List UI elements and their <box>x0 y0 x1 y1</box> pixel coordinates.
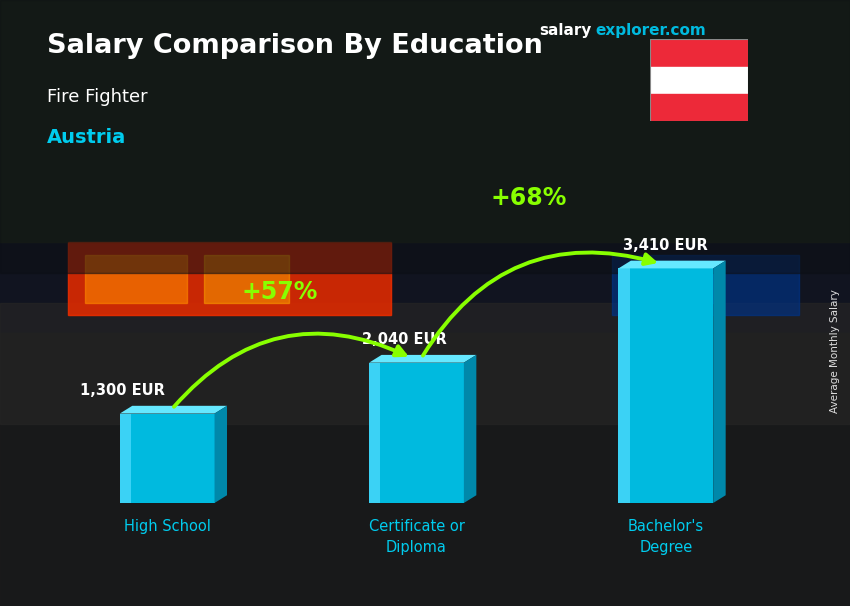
Bar <box>369 362 464 503</box>
Bar <box>0 0 850 273</box>
Text: explorer.com: explorer.com <box>595 23 706 38</box>
Bar <box>85 255 187 303</box>
Text: Fire Fighter: Fire Fighter <box>47 88 147 106</box>
Text: 1,300 EUR: 1,300 EUR <box>80 384 165 398</box>
Polygon shape <box>369 355 476 362</box>
Bar <box>120 413 214 503</box>
Text: 2,040 EUR: 2,040 EUR <box>361 333 446 347</box>
Bar <box>0 333 850 606</box>
Bar <box>650 67 748 94</box>
Bar <box>650 94 748 121</box>
Text: Average Monthly Salary: Average Monthly Salary <box>830 290 840 413</box>
Bar <box>369 362 381 503</box>
Text: Bachelor's
Degree: Bachelor's Degree <box>628 519 704 556</box>
Bar <box>120 413 131 503</box>
Bar <box>629 267 714 303</box>
Text: Certificate or
Diploma: Certificate or Diploma <box>369 519 464 556</box>
Bar <box>68 242 391 315</box>
Polygon shape <box>619 261 726 268</box>
Text: 3,410 EUR: 3,410 EUR <box>623 238 708 253</box>
Text: salary: salary <box>540 23 592 38</box>
Bar <box>650 39 748 67</box>
Bar <box>619 268 713 503</box>
Text: Austria: Austria <box>47 128 126 147</box>
Text: +57%: +57% <box>241 280 318 304</box>
Bar <box>0 303 850 424</box>
Polygon shape <box>464 355 476 503</box>
Bar <box>68 242 391 315</box>
Text: Salary Comparison By Education: Salary Comparison By Education <box>47 33 542 59</box>
Polygon shape <box>713 261 726 503</box>
Polygon shape <box>214 406 227 503</box>
Text: High School: High School <box>124 519 211 534</box>
Text: +68%: +68% <box>490 186 567 210</box>
Bar <box>0 0 850 242</box>
Polygon shape <box>120 406 227 413</box>
Bar <box>204 255 289 303</box>
Bar <box>612 255 799 315</box>
Bar <box>619 268 630 503</box>
